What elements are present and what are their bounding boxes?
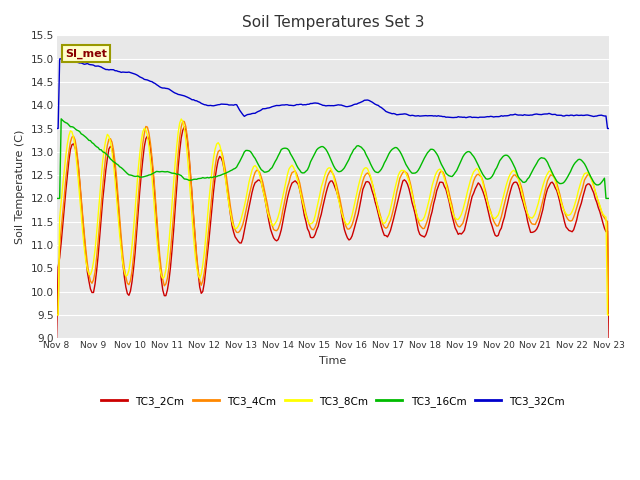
Legend: TC3_2Cm, TC3_4Cm, TC3_8Cm, TC3_16Cm, TC3_32Cm: TC3_2Cm, TC3_4Cm, TC3_8Cm, TC3_16Cm, TC3… [97,392,569,411]
Text: SI_met: SI_met [65,48,107,59]
X-axis label: Time: Time [319,356,346,366]
Title: Soil Temperatures Set 3: Soil Temperatures Set 3 [241,15,424,30]
Y-axis label: Soil Temperature (C): Soil Temperature (C) [15,130,25,244]
